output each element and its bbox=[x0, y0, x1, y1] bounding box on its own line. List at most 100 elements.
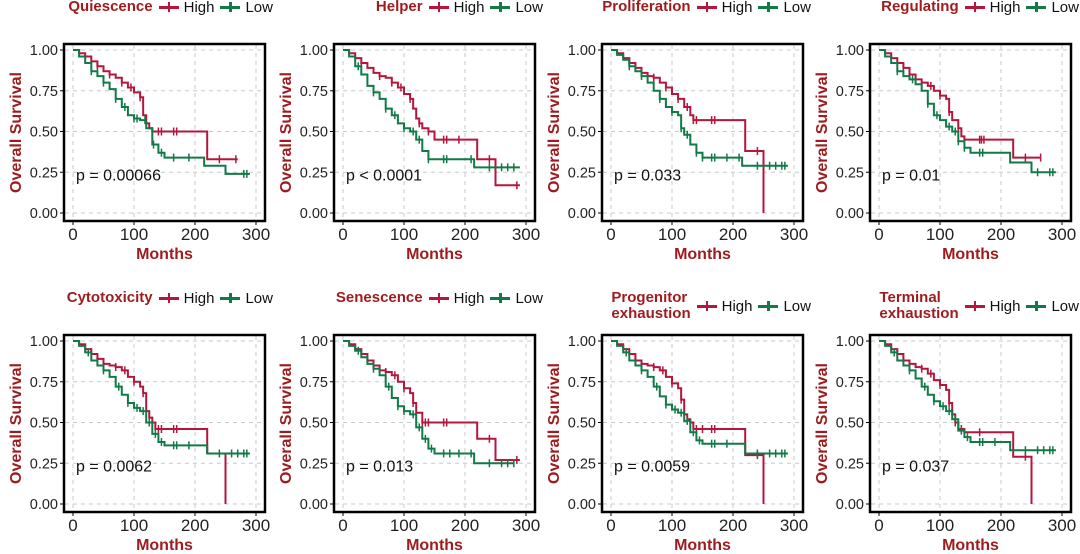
y-axis-label: Overall Survival bbox=[546, 363, 563, 484]
y-tick-label: 0.75 bbox=[30, 84, 58, 100]
x-tick-label: 300 bbox=[1048, 516, 1076, 535]
legend-label: Low bbox=[783, 0, 811, 16]
legend-label: High bbox=[989, 297, 1021, 315]
p-value-label: p = 0.00066 bbox=[76, 167, 161, 184]
legend: Quiescence High Low bbox=[68, 0, 279, 22]
y-tick-label: 0.25 bbox=[300, 456, 328, 472]
y-tick-label: 1.00 bbox=[568, 43, 596, 59]
y-tick-label: 0.75 bbox=[300, 375, 328, 391]
x-tick-label: 0 bbox=[606, 225, 615, 244]
x-axis-label: Months bbox=[136, 246, 193, 263]
x-tick-label: 200 bbox=[181, 225, 209, 244]
y-axis-label: Overall Survival bbox=[814, 363, 831, 484]
survival-curve-low bbox=[343, 49, 520, 169]
y-axis-label: Overall Survival bbox=[814, 72, 831, 193]
x-tick-label: 100 bbox=[926, 516, 954, 535]
censor-plus-icon bbox=[220, 292, 241, 304]
plot-frame bbox=[600, 333, 805, 514]
y-tick-label: 0.50 bbox=[568, 125, 596, 141]
y-tick-label: 0.00 bbox=[30, 206, 58, 222]
y-tick-label: 0.00 bbox=[836, 206, 864, 222]
legend-item-low: Low bbox=[1026, 298, 1079, 315]
x-axis-label: Months bbox=[406, 246, 463, 263]
x-tick-label: 100 bbox=[120, 516, 148, 535]
survival-curve-low bbox=[343, 340, 514, 465]
legend-item-high: High bbox=[964, 0, 1021, 16]
y-tick-label: 0.75 bbox=[300, 84, 328, 100]
legend-title: Regulating bbox=[881, 0, 959, 15]
legend-title-line: Cytotoxicity bbox=[66, 289, 153, 306]
legend-title-line: Terminal bbox=[879, 289, 941, 306]
legend-item-high: High bbox=[696, 0, 753, 16]
x-tick-label: 0 bbox=[338, 516, 347, 535]
censor-plus-icon bbox=[696, 300, 717, 312]
legend-label: Low bbox=[515, 289, 543, 307]
legend: Regulating High Low bbox=[881, 0, 1080, 22]
censor-plus-icon bbox=[490, 292, 511, 304]
legend-label: Low bbox=[245, 0, 273, 16]
legend-label: Low bbox=[1051, 297, 1079, 315]
legend-item-low: Low bbox=[490, 290, 543, 307]
y-tick-label: 1.00 bbox=[30, 43, 58, 59]
legend-title-line: exhaustion bbox=[879, 305, 959, 322]
x-tick-label: 300 bbox=[512, 225, 540, 244]
y-axis-label: Overall Survival bbox=[8, 72, 25, 193]
legend-title: Cytotoxicity bbox=[67, 290, 153, 306]
legend: Cytotoxicity High Low bbox=[67, 283, 279, 313]
survival-curve-low bbox=[611, 340, 788, 455]
x-axis-label: Months bbox=[674, 537, 731, 554]
x-tick-label: 300 bbox=[780, 516, 808, 535]
y-tick-label: 1.00 bbox=[30, 334, 58, 350]
y-tick-label: 0.75 bbox=[836, 84, 864, 100]
legend-label: High bbox=[453, 289, 485, 307]
legend-title-line: exhaustion bbox=[611, 305, 691, 322]
legend-item-low: Low bbox=[1026, 0, 1079, 16]
plot-frame bbox=[332, 333, 537, 514]
plot-frame bbox=[868, 42, 1073, 223]
legend-label: Low bbox=[1051, 0, 1079, 16]
survival-curve-high bbox=[73, 49, 238, 161]
y-tick-label: 0.25 bbox=[300, 165, 328, 181]
legend-item-high: High bbox=[158, 0, 215, 16]
legend-label: Low bbox=[783, 297, 811, 315]
censor-plus-icon bbox=[158, 1, 179, 13]
legend-item-high: High bbox=[696, 298, 752, 315]
legend-label: High bbox=[183, 0, 215, 16]
legend: Terminal exhaustion High Low bbox=[879, 288, 1080, 324]
legend-item-high: High bbox=[964, 297, 1021, 315]
legend-title-line: Progenitor bbox=[611, 289, 688, 306]
y-tick-label: 0.50 bbox=[300, 416, 328, 432]
plot-frame bbox=[62, 42, 267, 223]
x-tick-label: 0 bbox=[68, 516, 77, 535]
x-tick-label: 0 bbox=[338, 225, 347, 244]
legend-label: High bbox=[989, 0, 1021, 16]
y-tick-label: 0.50 bbox=[300, 125, 328, 141]
x-tick-label: 200 bbox=[987, 225, 1015, 244]
y-tick-label: 0.00 bbox=[568, 497, 596, 513]
x-tick-label: 0 bbox=[874, 225, 883, 244]
p-value-label: p = 0.0062 bbox=[76, 458, 152, 475]
legend-item-low: Low bbox=[490, 0, 543, 16]
x-axis-label: Months bbox=[942, 246, 999, 263]
y-tick-label: 0.50 bbox=[30, 416, 58, 432]
y-tick-label: 0.00 bbox=[568, 206, 596, 222]
x-axis-label: Months bbox=[406, 537, 463, 554]
legend-title-line: Proliferation bbox=[602, 0, 691, 15]
y-tick-label: 0.50 bbox=[30, 125, 58, 141]
x-tick-label: 200 bbox=[987, 516, 1015, 535]
x-tick-label: 200 bbox=[719, 225, 747, 244]
legend-title: Helper bbox=[376, 0, 423, 15]
censor-plus-icon bbox=[428, 292, 449, 304]
x-axis-label: Months bbox=[674, 246, 731, 263]
survival-curve-high bbox=[343, 49, 520, 187]
legend-label: High bbox=[721, 0, 753, 16]
x-tick-label: 200 bbox=[451, 225, 479, 244]
y-tick-label: 0.00 bbox=[300, 206, 328, 222]
